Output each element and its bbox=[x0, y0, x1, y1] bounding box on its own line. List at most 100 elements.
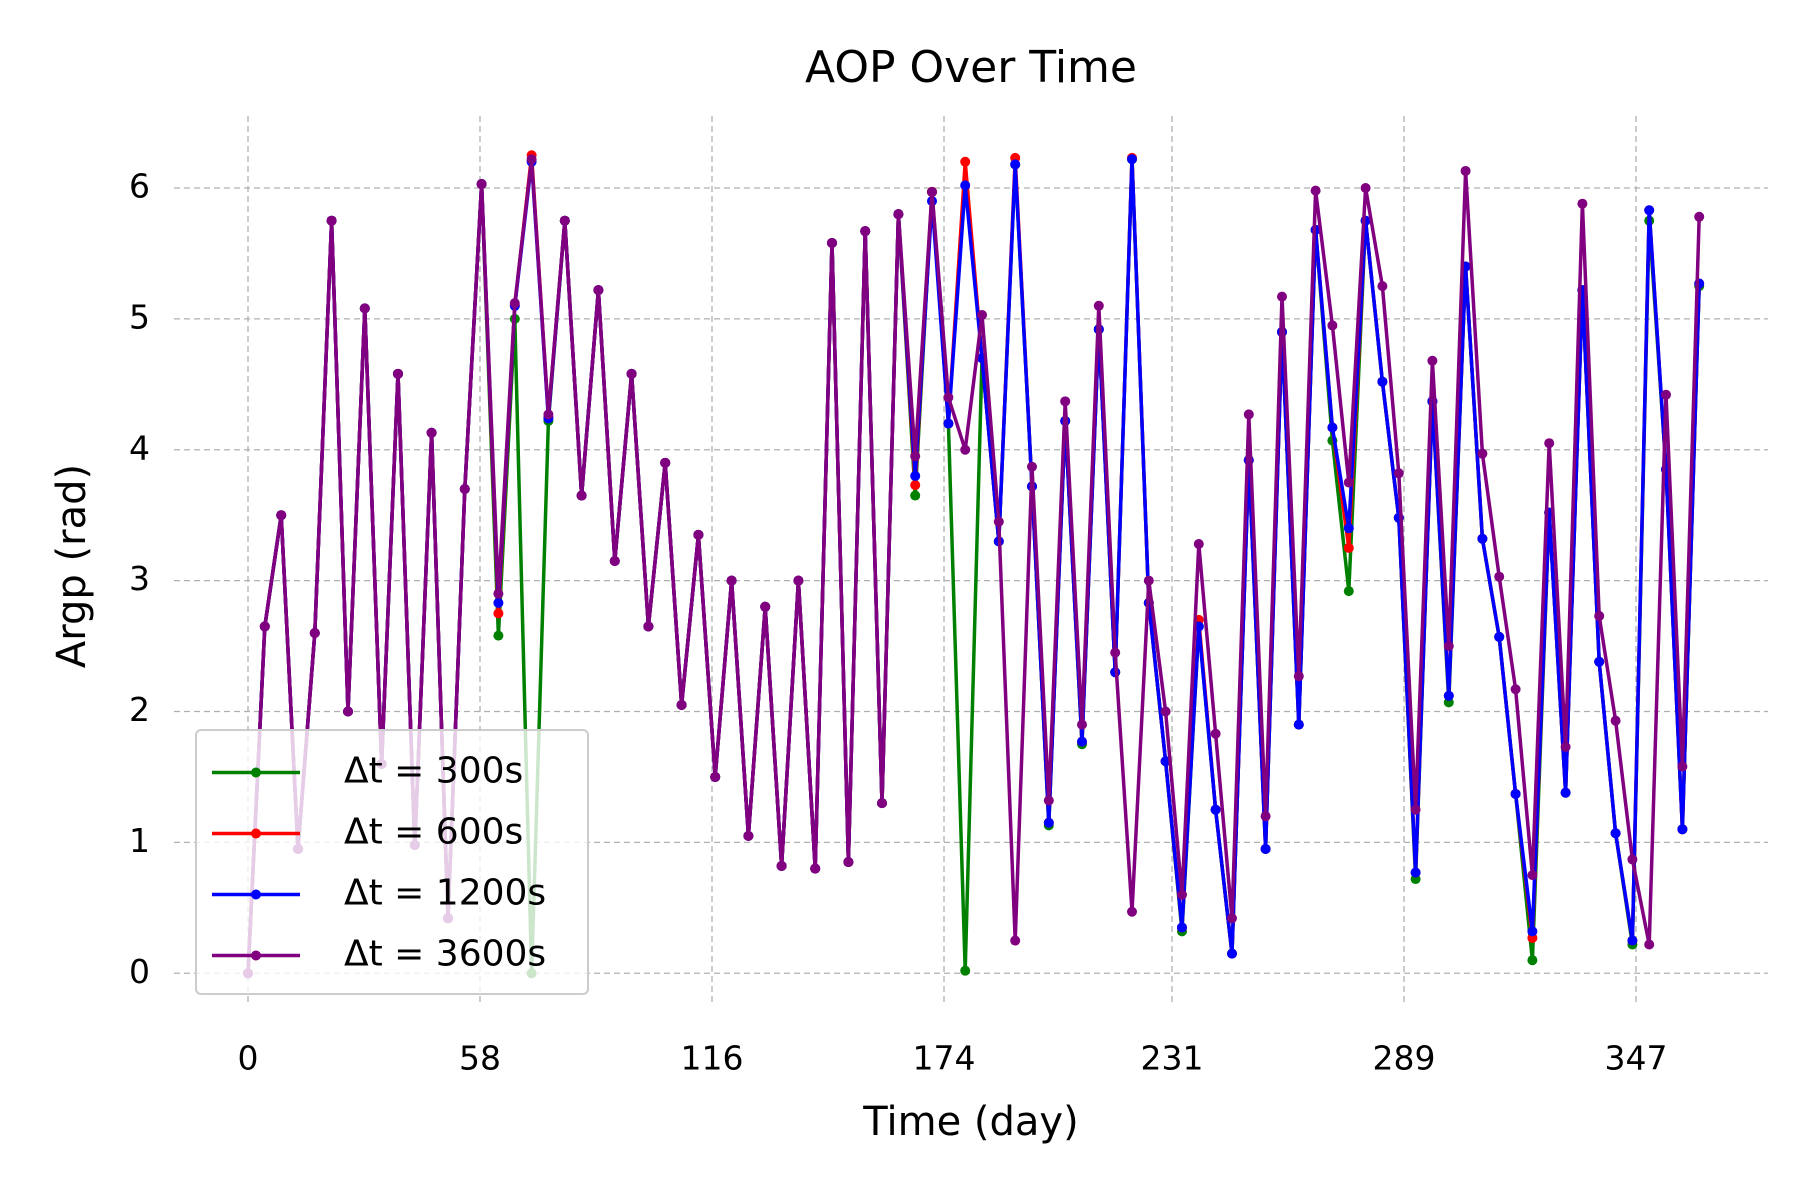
point bbox=[943, 392, 954, 403]
point bbox=[927, 186, 937, 197]
point bbox=[1477, 448, 1488, 459]
x-tick-label: 347 bbox=[1605, 1039, 1668, 1078]
point bbox=[359, 303, 370, 314]
legend-label: Δt = 300s bbox=[344, 751, 523, 792]
point bbox=[1443, 641, 1454, 652]
x-tick-label: 58 bbox=[459, 1039, 501, 1078]
point bbox=[1527, 955, 1538, 966]
point bbox=[1577, 198, 1588, 209]
point bbox=[843, 857, 854, 868]
y-tick-label: 4 bbox=[129, 428, 150, 467]
point bbox=[493, 608, 504, 619]
point bbox=[1243, 409, 1254, 420]
point bbox=[776, 860, 787, 871]
point bbox=[827, 237, 837, 248]
point bbox=[1227, 913, 1237, 924]
x-tick-label: 116 bbox=[681, 1039, 744, 1078]
point bbox=[760, 601, 771, 612]
point bbox=[1010, 159, 1021, 170]
point bbox=[910, 480, 921, 491]
point bbox=[1127, 154, 1137, 165]
legend-box bbox=[195, 729, 589, 995]
x-axis-label: Time (day) bbox=[862, 1099, 1078, 1145]
y-tick-label: 1 bbox=[129, 821, 150, 860]
point bbox=[1610, 715, 1621, 726]
point bbox=[1560, 741, 1571, 752]
point bbox=[1043, 817, 1054, 828]
point bbox=[1627, 935, 1638, 946]
point bbox=[1410, 867, 1421, 878]
point bbox=[1510, 684, 1521, 695]
point bbox=[1310, 185, 1321, 196]
point bbox=[1260, 811, 1271, 822]
point bbox=[726, 575, 737, 586]
point bbox=[1093, 300, 1104, 311]
point bbox=[1143, 575, 1154, 586]
point bbox=[1644, 939, 1655, 950]
point bbox=[343, 706, 353, 717]
point bbox=[1544, 438, 1555, 449]
point bbox=[960, 444, 971, 455]
point bbox=[1227, 948, 1237, 959]
point bbox=[960, 156, 971, 167]
point bbox=[1127, 906, 1137, 917]
point bbox=[1594, 610, 1605, 621]
point bbox=[1343, 586, 1354, 597]
point bbox=[476, 179, 487, 190]
x-tick-label: 174 bbox=[913, 1039, 976, 1078]
point bbox=[1327, 422, 1338, 433]
point bbox=[576, 490, 587, 501]
point bbox=[1377, 281, 1388, 292]
point bbox=[1494, 571, 1505, 582]
point bbox=[676, 699, 687, 710]
point bbox=[1043, 795, 1054, 806]
point bbox=[493, 630, 504, 641]
point bbox=[1377, 376, 1388, 387]
point bbox=[960, 965, 971, 976]
point bbox=[1627, 854, 1638, 865]
point bbox=[1427, 355, 1438, 366]
y-axis-label: Argp (rad) bbox=[49, 464, 95, 668]
point bbox=[910, 451, 921, 462]
point bbox=[877, 798, 887, 809]
point bbox=[1610, 828, 1621, 839]
point bbox=[1177, 889, 1187, 900]
x-tick-label: 289 bbox=[1373, 1039, 1436, 1078]
point bbox=[1510, 788, 1521, 799]
point bbox=[309, 627, 320, 638]
point bbox=[810, 863, 821, 874]
point bbox=[459, 484, 470, 495]
y-tick-label: 6 bbox=[129, 166, 150, 205]
point bbox=[1343, 477, 1354, 488]
point bbox=[993, 516, 1004, 527]
point bbox=[1560, 787, 1571, 798]
point bbox=[1410, 804, 1421, 815]
point bbox=[1293, 671, 1304, 682]
point bbox=[1260, 843, 1271, 854]
chart-title: AOP Over Time bbox=[805, 42, 1137, 93]
point bbox=[493, 597, 504, 608]
point bbox=[1360, 182, 1371, 193]
point bbox=[860, 226, 871, 237]
y-tick-label: 2 bbox=[129, 690, 150, 729]
point bbox=[1277, 291, 1287, 302]
point bbox=[1027, 461, 1037, 472]
point bbox=[1527, 870, 1538, 881]
point bbox=[1677, 824, 1688, 835]
point bbox=[326, 215, 337, 226]
point bbox=[1210, 728, 1221, 739]
point bbox=[660, 457, 671, 468]
point bbox=[743, 830, 754, 841]
point bbox=[626, 368, 637, 379]
point bbox=[1393, 468, 1404, 479]
point bbox=[1060, 396, 1071, 407]
point bbox=[1694, 211, 1705, 222]
point bbox=[960, 180, 971, 191]
legend-label: Δt = 600s bbox=[344, 812, 523, 853]
point bbox=[509, 298, 520, 309]
point bbox=[693, 529, 704, 540]
point bbox=[426, 427, 437, 438]
point bbox=[1443, 690, 1454, 701]
point bbox=[710, 771, 721, 782]
point bbox=[1010, 935, 1021, 946]
